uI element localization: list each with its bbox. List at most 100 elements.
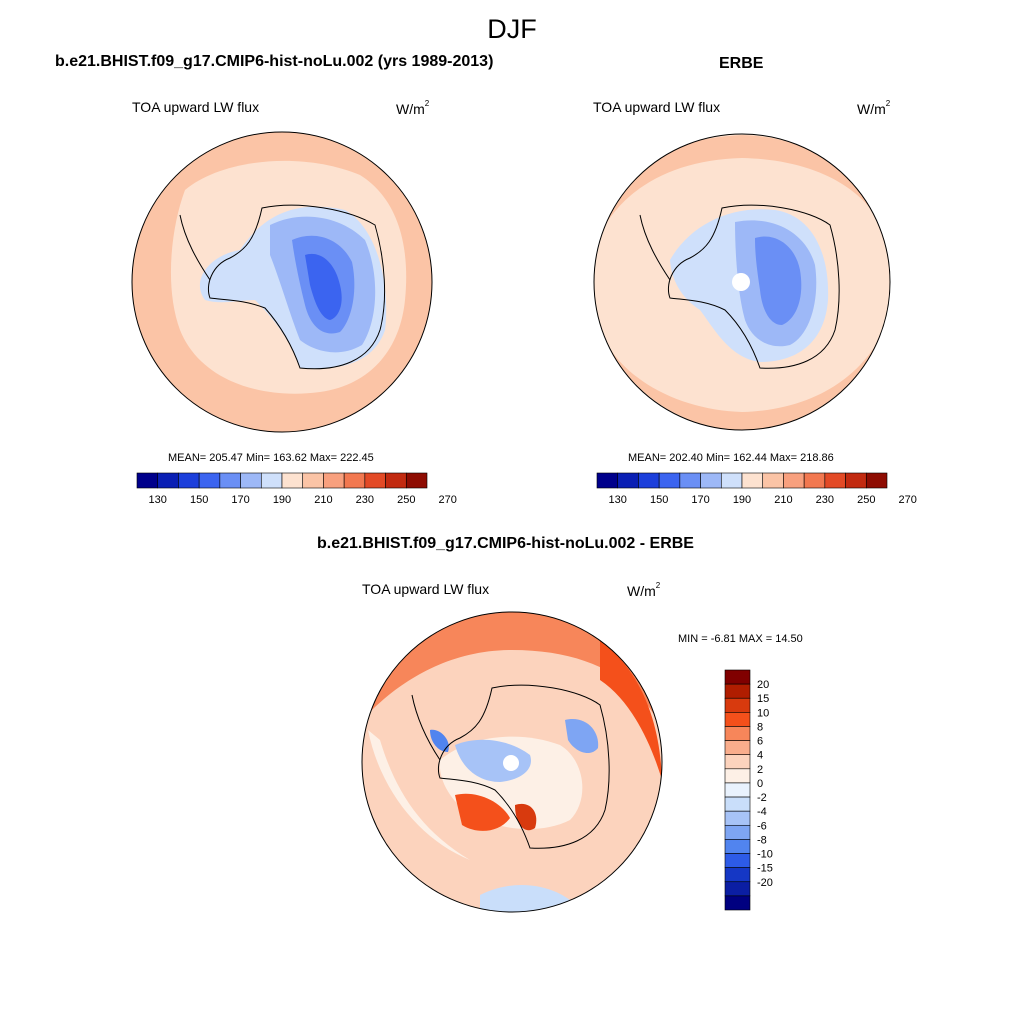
diff-colorbar-box	[724, 853, 751, 868]
diff-map	[362, 612, 662, 912]
obs-colorbar-box	[783, 472, 805, 489]
diff-colorbar-tick-label: 4	[757, 750, 763, 762]
diff-map-contour	[368, 730, 470, 860]
diff-colorbar-tick-label: 20	[757, 679, 769, 691]
diff-colorbar-box	[724, 669, 751, 685]
model-colorbar-tick-label: 170	[231, 494, 249, 506]
diff-colorbar-tick-label: 15	[757, 693, 769, 705]
diff-panel-title: b.e21.BHIST.f09_g17.CMIP6-hist-noLu.002 …	[317, 535, 694, 552]
obs-colorbar-box	[824, 472, 846, 489]
diff-map-contour	[455, 793, 510, 831]
diff-units-label: W/m2	[627, 581, 661, 599]
obs-map	[594, 134, 890, 430]
diff-stats-label: MIN = -6.81 MAX = 14.50	[678, 633, 803, 645]
obs-colorbar-box	[658, 472, 681, 489]
model-colorbar-tick-label: 130	[149, 494, 167, 506]
model-colorbar: 130 150 170 190 210 230 250 270	[136, 472, 457, 506]
diff-colorbar-tick-label: 6	[757, 736, 763, 748]
model-antarctica-outline	[207, 204, 386, 370]
diff-variable-label: TOA upward LW flux	[362, 581, 490, 597]
diff-colorbar-tick-label: -20	[757, 877, 773, 889]
diff-map-contour	[565, 719, 599, 754]
diff-map-contour	[515, 803, 537, 831]
obs-colorbar-tick-label: 170	[691, 494, 709, 506]
diff-colorbar-box	[724, 754, 751, 770]
model-stats-label: MEAN= 205.47 Min= 163.62 Max= 222.45	[168, 452, 374, 464]
model-colorbar-box	[157, 472, 179, 489]
diff-map-border	[361, 611, 663, 913]
obs-colorbar-tick-label: 230	[816, 494, 834, 506]
diff-colorbar-box	[724, 726, 751, 741]
obs-colorbar-box	[803, 472, 826, 489]
model-colorbar-tick-label: 150	[190, 494, 208, 506]
model-colorbar-box	[281, 472, 304, 489]
diff-colorbar-box	[724, 895, 751, 911]
obs-colorbar-tick-label: 150	[650, 494, 668, 506]
model-colorbar-box	[260, 472, 283, 489]
obs-map-border	[593, 133, 891, 431]
obs-stats-label: MEAN= 202.40 Min= 162.44 Max= 218.86	[628, 452, 834, 464]
diff-colorbar-tick-label: -15	[757, 863, 773, 875]
diff-colorbar-tick-label: -8	[757, 834, 767, 846]
obs-variable-label: TOA upward LW flux	[593, 99, 721, 115]
model-colorbar-box	[178, 472, 200, 489]
model-colorbar-tick-label: 230	[356, 494, 374, 506]
obs-peninsula-outline	[639, 214, 671, 281]
diff-colorbar-tick-label: 0	[757, 778, 763, 790]
diff-colorbar-box	[724, 867, 751, 883]
obs-colorbar-tick-label: 250	[857, 494, 875, 506]
model-colorbar-box	[364, 472, 386, 489]
diff-colorbar-tick-label: -4	[757, 806, 767, 818]
diff-colorbar-tick-label: 2	[757, 764, 763, 776]
model-colorbar-box	[302, 472, 324, 489]
model-map-border	[131, 131, 433, 433]
obs-units-label: W/m2	[857, 99, 891, 117]
diff-colorbar-box	[724, 697, 751, 713]
obs-colorbar-box	[741, 472, 764, 489]
model-colorbar-box	[198, 472, 221, 489]
diff-colorbar-box	[724, 839, 751, 854]
diff-colorbar-box	[724, 782, 751, 798]
diff-peninsula-outline	[411, 694, 441, 761]
diff-colorbar-tick-label: -2	[757, 792, 767, 804]
obs-map-warm-band	[594, 135, 890, 250]
diff-colorbar-box	[724, 824, 751, 840]
obs-colorbar-tick-label: 210	[774, 494, 792, 506]
model-colorbar-tick-label: 270	[439, 494, 457, 506]
diff-colorbar-box	[724, 712, 751, 727]
diff-colorbar-tick-label: -6	[757, 820, 767, 832]
model-colorbar-box	[323, 472, 345, 489]
obs-colorbar-box	[865, 472, 888, 489]
diff-colorbar-box	[724, 796, 751, 812]
obs-colorbar-tick-label: 190	[733, 494, 751, 506]
obs-panel-title: ERBE	[719, 55, 764, 72]
model-peninsula-outline	[179, 214, 211, 281]
diff-colorbar-tick-label: -10	[757, 849, 773, 861]
model-variable-label: TOA upward LW flux	[132, 99, 260, 115]
model-colorbar-box	[240, 472, 262, 489]
model-colorbar-box	[405, 472, 428, 489]
obs-colorbar-box	[700, 472, 722, 489]
model-colorbar-box	[343, 472, 366, 489]
obs-colorbar-box	[720, 472, 743, 489]
model-colorbar-tick-label: 250	[397, 494, 415, 506]
obs-colorbar-tick-label: 270	[899, 494, 917, 506]
model-panel-title: b.e21.BHIST.f09_g17.CMIP6-hist-noLu.002 …	[55, 53, 494, 70]
obs-colorbar-box	[845, 472, 867, 489]
diff-colorbar-box	[724, 740, 751, 756]
model-colorbar-box	[219, 472, 241, 489]
obs-colorbar-box	[617, 472, 639, 489]
diff-colorbar-tick-label: 10	[757, 707, 769, 719]
obs-colorbar-box	[596, 472, 619, 489]
diff-map-contour	[430, 729, 449, 752]
obs-map-contour	[755, 236, 802, 325]
diff-map-contour	[455, 739, 531, 782]
diff-colorbar-box	[724, 683, 751, 699]
diff-colorbar-box	[724, 881, 751, 897]
diff-colorbar-tick-label: 8	[757, 721, 763, 733]
model-colorbar-tick-label: 210	[314, 494, 332, 506]
diff-map-polar-hole	[503, 755, 519, 771]
season-title: DJF	[487, 14, 537, 44]
